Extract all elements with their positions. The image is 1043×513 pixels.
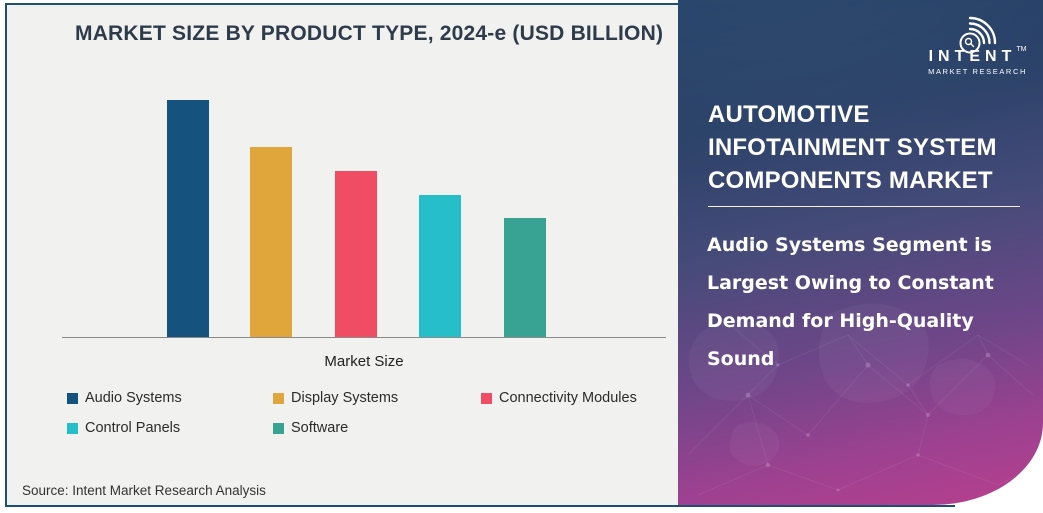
legend-label: Audio Systems: [85, 390, 182, 406]
legend-item-connectivity-modules: Connectivity Modules: [481, 390, 637, 406]
bar-software: [504, 218, 546, 337]
chart-title: MARKET SIZE BY PRODUCT TYPE, 2024-e (USD…: [75, 22, 664, 45]
report-subtitle: Audio Systems Segment is Largest Owing t…: [707, 226, 1027, 378]
bar-control-panels: [419, 195, 461, 337]
intent-logo-signal-icon: [959, 16, 996, 54]
bar-audio-systems: [167, 100, 209, 337]
legend-item-control-panels: Control Panels: [67, 420, 273, 436]
legend-label: Control Panels: [85, 420, 181, 436]
legend-swatch-icon: [273, 392, 284, 404]
report-title-line: INFOTAINMENT SYSTEM: [708, 134, 997, 161]
legend-swatch-icon: [481, 392, 492, 404]
legend-item-display-systems: Display Systems: [273, 390, 481, 406]
legend-swatch-icon: [67, 392, 78, 404]
legend-item-software: Software: [273, 420, 481, 436]
bar-plot: [62, 65, 666, 338]
legend-swatch-icon: [273, 422, 284, 434]
source-note: Source: Intent Market Research Analysis: [22, 483, 266, 498]
report-title: AUTOMOTIVE INFOTAINMENT SYSTEM COMPONENT…: [708, 98, 1028, 197]
logo-brand-text: INTENT: [928, 48, 1017, 65]
logo-subtext: MARKET RESEARCH: [928, 67, 1027, 76]
world-map-network-graphic: [687, 314, 1039, 496]
report-subtitle-line: Demand for High-Quality: [707, 310, 974, 332]
report-subtitle-line: Audio Systems Segment is: [707, 234, 992, 256]
legend-swatch-icon: [67, 422, 78, 434]
legend: Audio Systems Display Systems Connectivi…: [67, 390, 637, 436]
legend-label: Connectivity Modules: [499, 390, 637, 406]
report-title-line: COMPONENTS MARKET: [708, 167, 993, 194]
side-panel-wrapper: INTENT TM MARKET RESEARCH AUTOMOTIVE INF…: [678, 0, 1043, 505]
x-axis-label: Market Size: [324, 353, 404, 370]
legend-label: Display Systems: [291, 390, 399, 406]
bar-display-systems: [250, 147, 292, 337]
legend-label: Software: [291, 420, 349, 436]
legend-item-audio-systems: Audio Systems: [67, 390, 273, 406]
intent-market-research-logo: INTENT TM MARKET RESEARCH: [928, 10, 1027, 76]
bar-connectivity-modules: [335, 171, 377, 337]
logo-trademark: TM: [1016, 46, 1027, 53]
report-title-line: AUTOMOTIVE: [708, 101, 870, 128]
report-subtitle-line: Largest Owing to Constant: [707, 272, 994, 294]
side-panel: INTENT TM MARKET RESEARCH AUTOMOTIVE INF…: [678, 0, 1043, 505]
report-subtitle-line: Sound: [707, 348, 775, 370]
title-divider: [708, 206, 1020, 207]
